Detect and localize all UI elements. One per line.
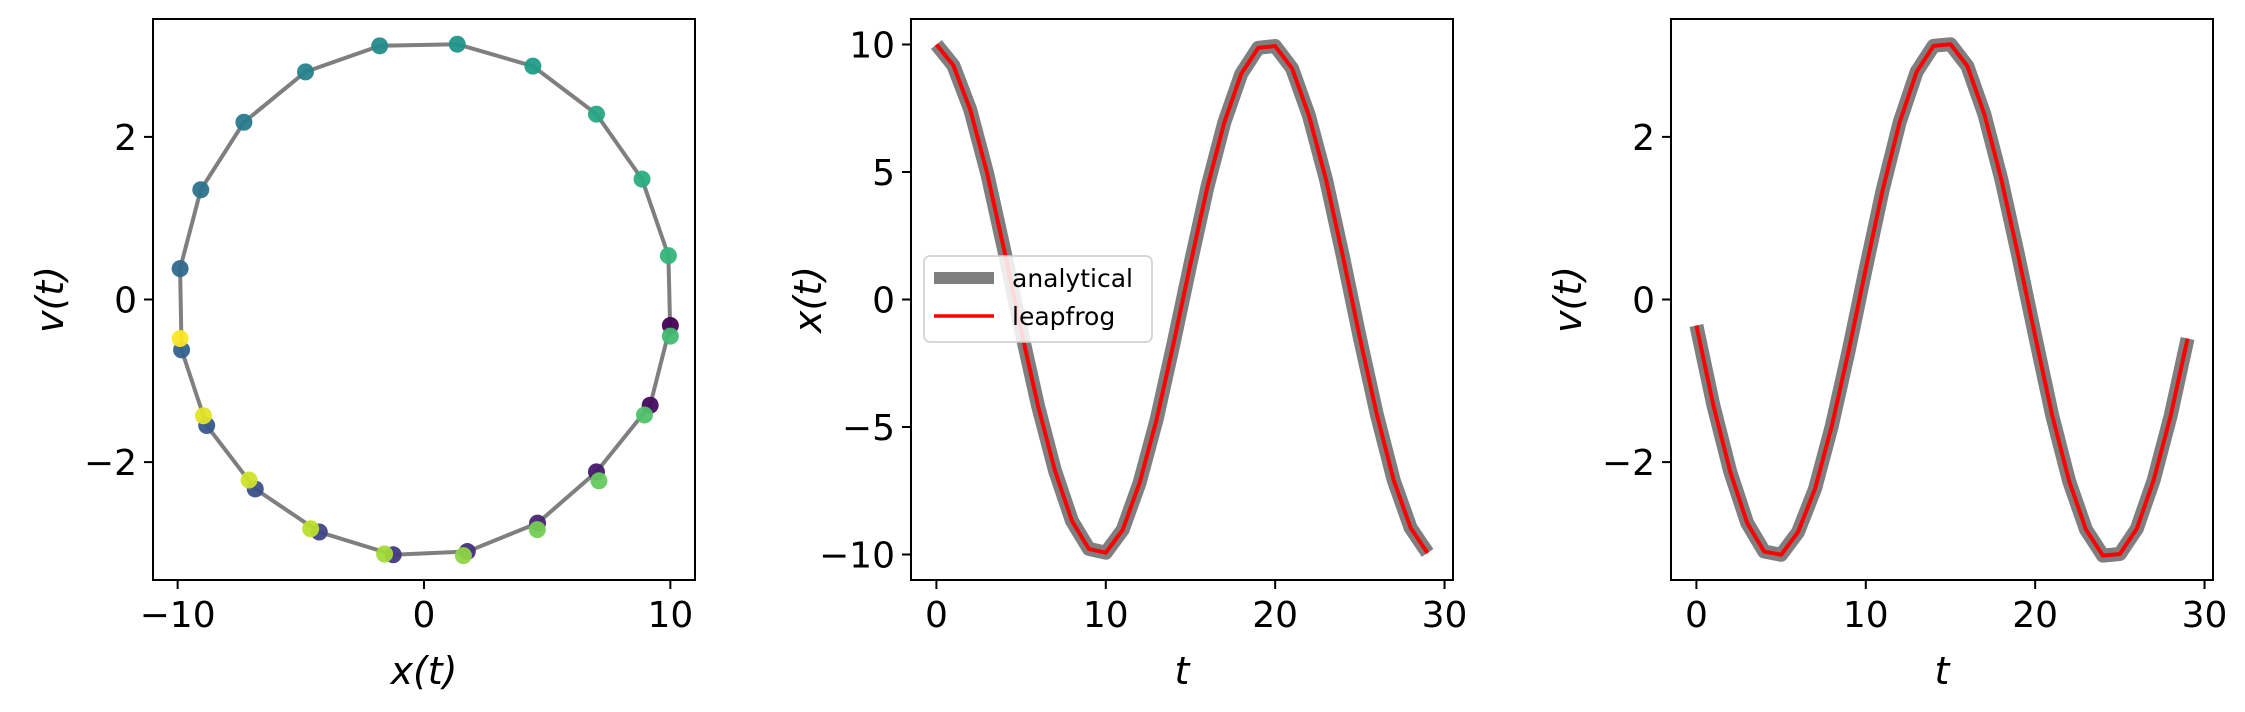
phase-point-29 [171, 330, 189, 348]
legend-label-analytical: analytical [1012, 264, 1133, 293]
x-axis-label: t [1175, 649, 1192, 693]
phase-point-18 [633, 170, 651, 188]
y-tick-label: 5 [872, 153, 895, 194]
panel-1: −10 0 10 −2 0 2 x(t) v(t) [28, 18, 696, 693]
y-axis-label: v(t) [1546, 266, 1590, 333]
phase-point-16 [524, 57, 542, 75]
panel-3: 0 10 20 30 −2 0 2 t v(t) [1546, 18, 2228, 693]
x-tick-label: 30 [1422, 595, 1468, 636]
x-tick-label: −10 [140, 595, 216, 636]
y-tick-label: 10 [849, 26, 895, 67]
x-tick-label: 0 [413, 595, 436, 636]
phase-point-10 [171, 260, 189, 278]
y-axis-label: x(t) [786, 266, 830, 334]
axes-frame [1670, 18, 2214, 581]
y-tick-label: 2 [114, 118, 137, 159]
phase-point-23 [528, 521, 546, 539]
y-axis-label: v(t) [28, 266, 72, 333]
x-tick-label: 10 [1083, 595, 1129, 636]
legend-label-leapfrog: leapfrog [1012, 302, 1115, 331]
y-tick-label: −5 [842, 408, 895, 449]
phase-point-12 [235, 113, 253, 131]
phase-point-24 [454, 547, 472, 565]
series-line-leapfrog [1694, 42, 2190, 558]
phase-point-11 [192, 181, 210, 199]
x-tick-label: 30 [2182, 595, 2228, 636]
phase-point-19 [659, 247, 677, 265]
series-line-analytical [1689, 37, 2195, 563]
phase-point-22 [590, 472, 608, 490]
phase-point-15 [448, 35, 466, 53]
phase-point-26 [302, 520, 320, 538]
x-tick-label: 20 [1252, 595, 1298, 636]
y-tick-label: −2 [1602, 443, 1655, 484]
phase-point-13 [296, 63, 314, 81]
y-tick-label: 0 [114, 281, 137, 322]
y-tick-label: 0 [872, 281, 895, 322]
x-tick-label: 0 [925, 595, 948, 636]
legend: analytical leapfrog [923, 255, 1153, 343]
plot-area [1689, 37, 2195, 563]
phase-point-21 [635, 406, 653, 424]
phase-point-17 [587, 105, 605, 123]
x-axis-label: t [1935, 649, 1952, 693]
x-tick-label: 20 [2012, 595, 2058, 636]
y-tick-label: 0 [1632, 281, 1655, 322]
x-axis-label: x(t) [389, 649, 457, 693]
axes-frame [152, 18, 696, 581]
phase-point-20 [661, 327, 679, 345]
panel-2: 0 10 20 30 −10 −5 0 5 10 t x(t) analytical leapfrog [786, 18, 1468, 693]
y-tick-label: −2 [84, 443, 137, 484]
x-tick-label: 10 [647, 595, 693, 636]
y-tick-label: 2 [1632, 118, 1655, 159]
phase-point-27 [240, 471, 258, 489]
plot-area [171, 35, 679, 565]
phase-point-14 [371, 37, 389, 55]
phase-point-25 [376, 545, 394, 563]
x-tick-label: 10 [1843, 595, 1889, 636]
y-tick-label: −10 [819, 536, 895, 577]
x-tick-label: 0 [1685, 595, 1708, 636]
phase-point-28 [195, 407, 213, 425]
